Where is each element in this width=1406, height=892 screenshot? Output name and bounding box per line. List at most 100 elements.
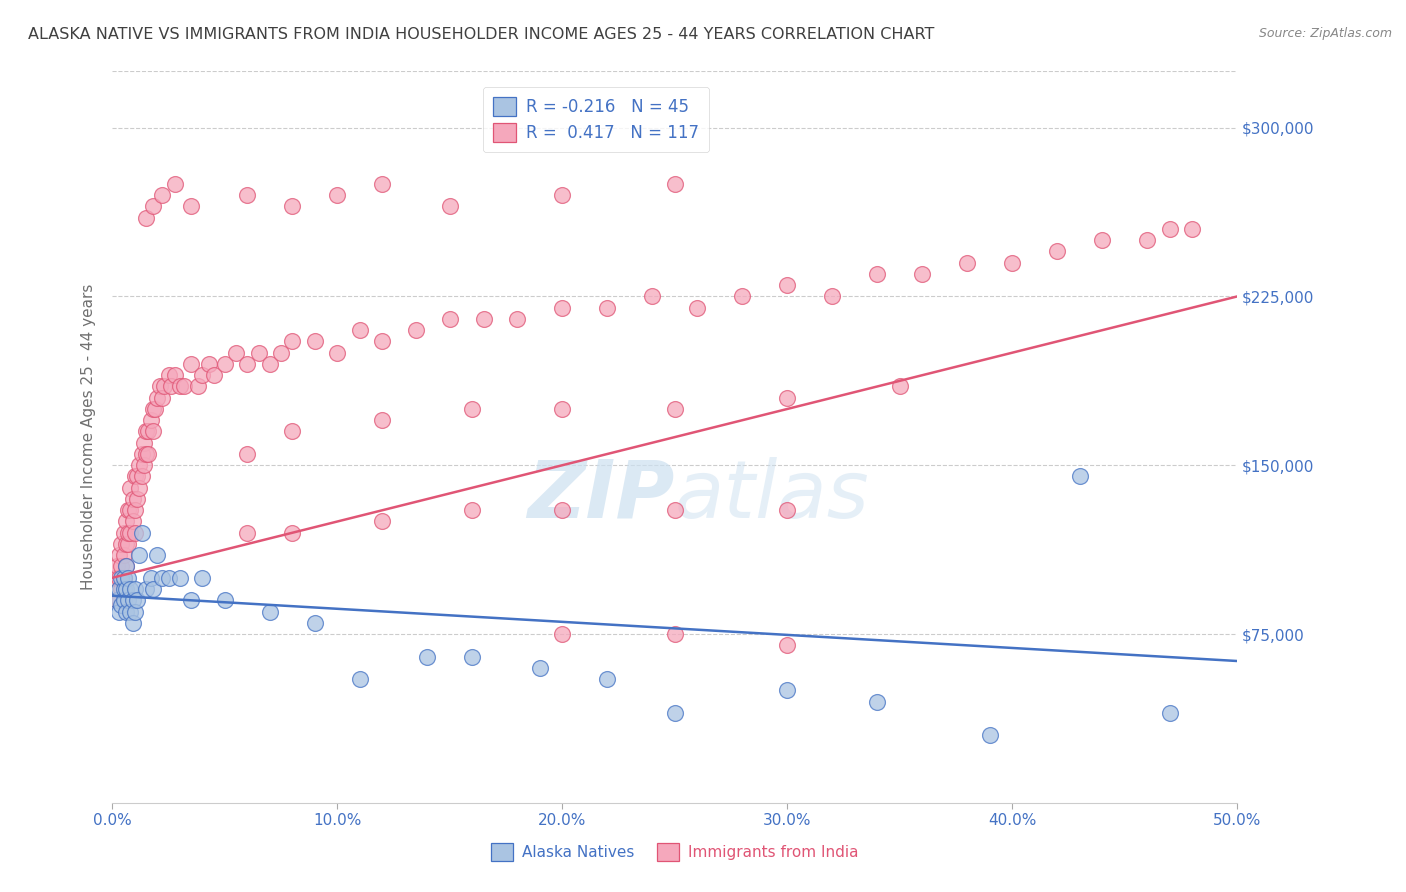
Point [121,615,143,630]
Point [529,661,551,675]
Point [979,728,1001,742]
Point [1181,222,1204,236]
Point [281,425,304,439]
Point [202,368,225,383]
Point [138,425,160,439]
Point [127,593,149,607]
Point [112,571,135,585]
Point [416,649,439,664]
Point [1046,244,1069,259]
Point [135,211,157,225]
Point [461,503,484,517]
Point [281,199,304,213]
Point [371,334,394,349]
Point [115,559,138,574]
Point [461,401,484,416]
Point [117,525,139,540]
Point [110,598,132,612]
Point [110,571,132,585]
Point [191,571,214,585]
Point [236,188,259,202]
Point [139,571,162,585]
Point [169,379,191,393]
Point [131,469,153,483]
Point [180,593,202,607]
Point [142,582,165,596]
Point [247,345,270,359]
Point [596,672,619,686]
Point [124,525,146,540]
Point [776,503,799,517]
Point [115,537,138,551]
Point [142,425,165,439]
Point [121,491,143,506]
Point [115,605,138,619]
Point [124,503,146,517]
Point [142,401,165,416]
Point [120,605,142,619]
Point [304,615,326,630]
Point [157,368,180,383]
Point [150,391,173,405]
Point [124,469,146,483]
Point [157,571,180,585]
Point [439,199,461,213]
Point [1069,469,1091,483]
Point [132,435,155,450]
Point [128,458,150,473]
Point [664,627,686,641]
Point [112,548,135,562]
Point [150,188,173,202]
Point [105,593,128,607]
Point [127,469,149,483]
Point [821,289,844,303]
Point [371,515,394,529]
Point [131,447,153,461]
Point [506,312,529,326]
Point [108,582,131,596]
Point [686,301,709,315]
Point [108,571,131,585]
Text: atlas: atlas [675,457,870,534]
Point [281,334,304,349]
Point [165,177,187,191]
Point [153,379,176,393]
Point [105,593,128,607]
Point [198,357,221,371]
Point [128,548,150,562]
Point [169,571,191,585]
Point [120,582,142,596]
Point [191,368,214,383]
Point [131,525,153,540]
Text: Source: ZipAtlas.com: Source: ZipAtlas.com [1258,27,1392,40]
Point [180,357,202,371]
Point [127,491,149,506]
Point [135,447,157,461]
Text: ZIP: ZIP [527,457,675,534]
Point [472,312,495,326]
Point [439,312,461,326]
Y-axis label: Householder Income Ages 25 - 44 years: Householder Income Ages 25 - 44 years [80,284,96,591]
Point [664,401,686,416]
Point [1091,233,1114,247]
Point [112,571,135,585]
Point [165,368,187,383]
Point [180,199,202,213]
Point [105,559,128,574]
Point [108,593,131,607]
Point [135,582,157,596]
Point [214,357,236,371]
Point [551,188,574,202]
Point [112,593,135,607]
Text: ALASKA NATIVE VS IMMIGRANTS FROM INDIA HOUSEHOLDER INCOME AGES 25 - 44 YEARS COR: ALASKA NATIVE VS IMMIGRANTS FROM INDIA H… [28,27,935,42]
Point [135,425,157,439]
Point [117,571,139,585]
Legend: Alaska Natives, Immigrants from India: Alaska Natives, Immigrants from India [484,836,866,868]
Point [112,525,135,540]
Point [281,525,304,540]
Point [551,301,574,315]
Point [270,345,292,359]
Point [117,593,139,607]
Point [139,413,162,427]
Point [120,481,142,495]
